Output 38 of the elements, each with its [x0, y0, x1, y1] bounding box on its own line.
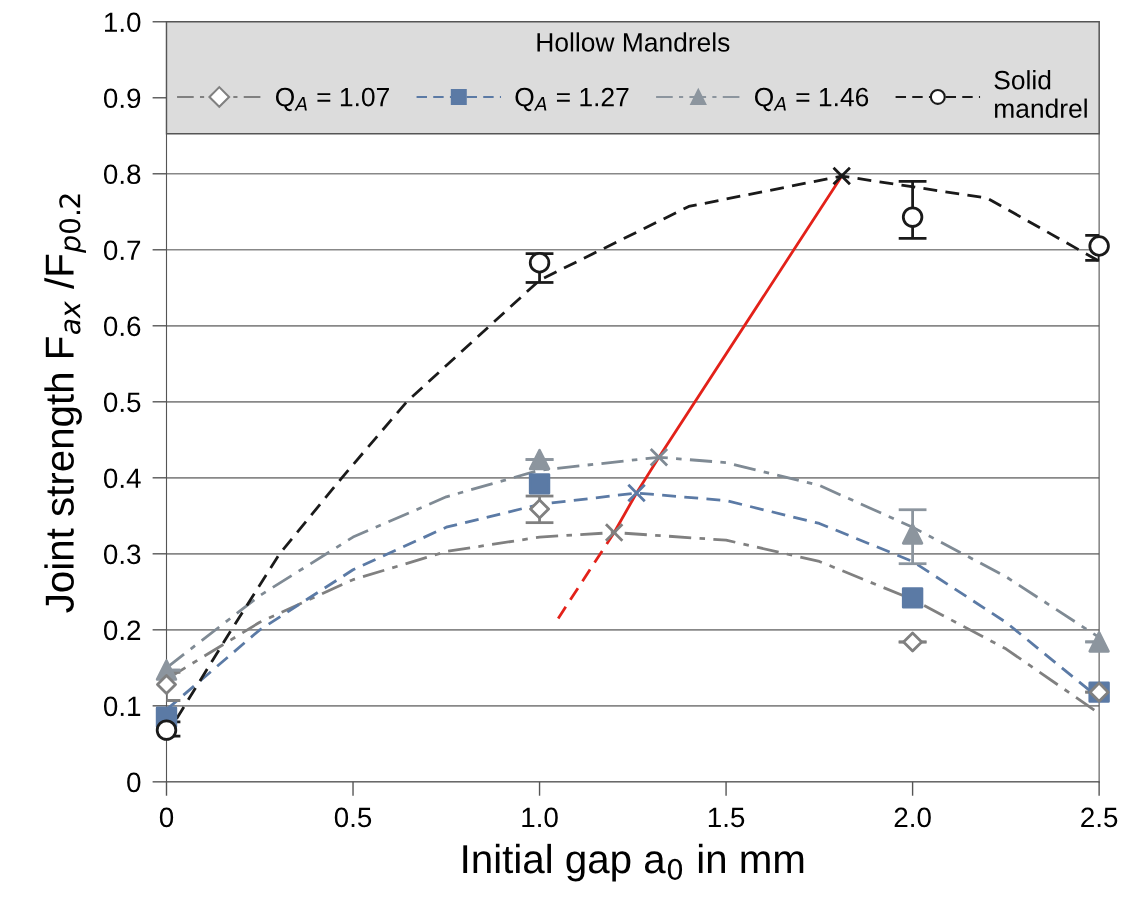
- point: [901, 587, 924, 609]
- x-tick-label: 2.5: [1081, 807, 1118, 828]
- legend-label: Q$_{A}$ = 1.07: [275, 87, 389, 112]
- point: [902, 631, 924, 653]
- x-tick-label: 0: [159, 807, 174, 828]
- point: [649, 447, 669, 467]
- x-tick-label: 1.0: [522, 807, 558, 828]
- legend-label: Solid mandrel: [994, 70, 1087, 118]
- point: [155, 719, 178, 741]
- y-tick-label: 0.9: [103, 88, 141, 109]
- point: [604, 522, 624, 543]
- y-tick-label: 0.6: [103, 316, 141, 337]
- point: [1088, 631, 1110, 653]
- point: [528, 252, 551, 274]
- point: [901, 206, 924, 228]
- point: [528, 473, 551, 495]
- x-tick-label: 1.5: [708, 807, 745, 828]
- point: [528, 448, 551, 471]
- point: [832, 166, 852, 186]
- point: [1088, 235, 1110, 257]
- y-tick-label: 0.5: [103, 392, 141, 413]
- y-tick-label: 0.7: [103, 240, 141, 261]
- point: [156, 674, 177, 695]
- legend-label: Q$_{A}$ = 1.46: [754, 87, 869, 112]
- y-axis-title: Joint strength F$_{ax}$ /F$_{p0.2}$: [44, 194, 86, 613]
- y-tick-label: 0.8: [103, 164, 141, 185]
- x-tick-label: 2.0: [894, 807, 931, 828]
- legend-label: Q$_{A}$ = 1.27: [515, 87, 629, 112]
- legend-title: Hollow Mandrels: [537, 32, 730, 52]
- x-axis-title: Initial gap a$_{0}$ in mm: [463, 843, 804, 882]
- y-tick-label: 0.2: [103, 620, 141, 641]
- point: [901, 523, 924, 545]
- x-tick-label: 0.5: [334, 807, 372, 828]
- y-tick-label: 0.3: [103, 544, 141, 565]
- y-tick-label: 0: [127, 772, 141, 793]
- y-tick-label: 0.1: [103, 696, 141, 717]
- y-tick-label: 1.0: [105, 12, 141, 33]
- y-tick-label: 0.4: [103, 468, 141, 489]
